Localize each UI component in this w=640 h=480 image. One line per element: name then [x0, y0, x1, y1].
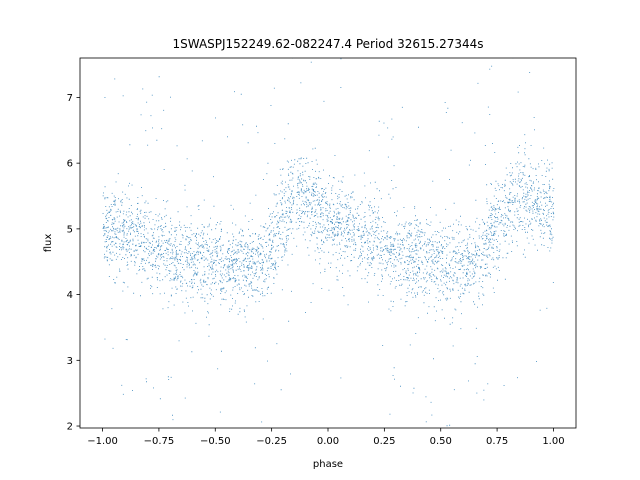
y-axis: 2 3 4 5 6 7 [67, 93, 80, 433]
x-axis-label: phase [313, 459, 343, 470]
y-tick-label: 6 [67, 159, 73, 170]
y-tick-label: 4 [67, 290, 73, 301]
x-tick-label: 0.25 [373, 436, 395, 447]
x-axis: −1.00 −0.75 −0.50 −0.25 0.00 0.25 0.50 0.75 1.00 [87, 428, 565, 447]
chart-title: 1SWASPJ152249.62-082247.4 Period 32615.2… [172, 37, 483, 51]
x-tick-label: 1.00 [542, 436, 564, 447]
x-tick-label: 0.50 [430, 436, 452, 447]
y-tick-label: 2 [67, 422, 73, 433]
x-tick-label: −1.00 [87, 436, 118, 447]
x-tick-label: −0.75 [144, 436, 175, 447]
x-tick-label: 0.75 [486, 436, 508, 447]
x-tick-label: −0.50 [200, 436, 231, 447]
y-tick-label: 5 [67, 224, 73, 235]
x-tick-label: −0.25 [256, 436, 287, 447]
y-tick-label: 3 [67, 356, 73, 367]
x-tick-label: 0.00 [317, 436, 339, 447]
y-tick-label: 7 [67, 93, 73, 104]
y-axis-label: flux [43, 234, 54, 253]
